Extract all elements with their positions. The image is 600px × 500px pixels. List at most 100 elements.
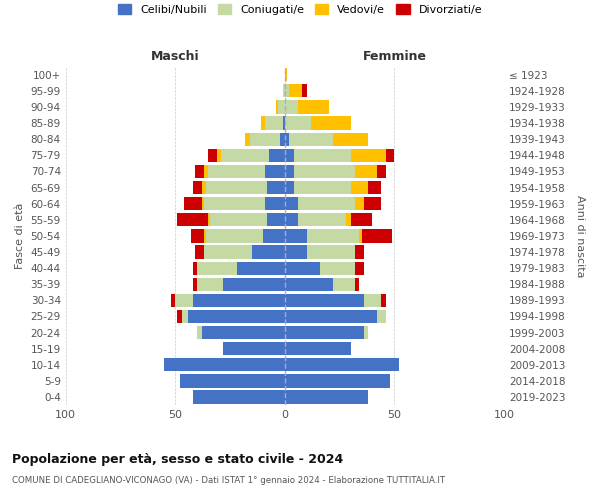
Bar [285,246,307,258]
Bar [223,278,285,291]
Bar [355,165,377,178]
Bar [182,310,188,323]
Bar [285,342,350,355]
Bar [333,132,368,146]
Bar [293,148,350,162]
Bar [359,230,362,242]
Bar [245,132,250,146]
Bar [285,197,298,210]
Bar [285,278,333,291]
Bar [355,278,359,291]
Bar [285,100,298,114]
Bar [175,294,193,307]
Bar [350,148,386,162]
Bar [285,358,399,372]
Bar [377,310,386,323]
Bar [355,246,364,258]
Bar [285,262,320,274]
Bar [265,197,285,210]
Bar [298,213,346,226]
Bar [386,148,394,162]
Bar [178,310,182,323]
Bar [195,165,204,178]
Bar [188,310,285,323]
Bar [381,294,386,307]
Bar [333,278,355,291]
Bar [298,197,355,210]
Text: COMUNE DI CADEGLIANO-VICONAGO (VA) - Dati ISTAT 1° gennaio 2024 - Elaborazione T: COMUNE DI CADEGLIANO-VICONAGO (VA) - Dat… [12,476,445,485]
Bar [285,68,287,82]
Bar [346,213,350,226]
Bar [261,116,265,130]
Y-axis label: Anni di nascita: Anni di nascita [575,194,585,277]
Bar [204,246,252,258]
Bar [250,132,280,146]
Bar [193,262,197,274]
Legend: Celibi/Nubili, Coniugati/e, Vedovi/e, Divorziati/e: Celibi/Nubili, Coniugati/e, Vedovi/e, Di… [115,0,485,18]
Bar [289,84,302,98]
Bar [302,84,307,98]
Bar [202,326,285,339]
Bar [285,181,293,194]
Bar [293,165,355,178]
Bar [191,230,204,242]
Bar [350,213,373,226]
Bar [285,132,289,146]
Bar [223,342,285,355]
Bar [311,116,350,130]
Text: Femmine: Femmine [362,50,427,64]
Bar [204,165,208,178]
Bar [204,230,206,242]
Bar [197,326,202,339]
Bar [364,294,381,307]
Bar [285,390,368,404]
Bar [298,100,329,114]
Bar [193,294,285,307]
Bar [208,213,210,226]
Bar [252,246,285,258]
Bar [320,262,355,274]
Bar [221,148,269,162]
Bar [283,116,285,130]
Bar [265,116,283,130]
Bar [217,148,221,162]
Bar [364,197,381,210]
Bar [193,181,202,194]
Bar [197,262,236,274]
Bar [285,148,293,162]
Bar [208,148,217,162]
Bar [283,84,285,98]
Bar [285,326,364,339]
Bar [178,213,208,226]
Bar [362,230,392,242]
Bar [269,148,285,162]
Bar [206,181,267,194]
Bar [236,262,285,274]
Bar [276,100,278,114]
Bar [285,84,289,98]
Bar [293,181,350,194]
Bar [364,326,368,339]
Bar [355,262,364,274]
Bar [204,197,265,210]
Bar [368,181,381,194]
Bar [197,278,223,291]
Bar [285,165,293,178]
Bar [263,230,285,242]
Bar [355,197,364,210]
Bar [285,374,390,388]
Bar [265,165,285,178]
Bar [179,374,285,388]
Bar [267,213,285,226]
Bar [377,165,386,178]
Bar [285,230,307,242]
Text: Popolazione per età, sesso e stato civile - 2024: Popolazione per età, sesso e stato civil… [12,452,343,466]
Bar [285,213,298,226]
Text: Maschi: Maschi [151,50,200,64]
Bar [195,246,204,258]
Bar [193,278,197,291]
Bar [202,181,206,194]
Bar [202,197,204,210]
Y-axis label: Fasce di età: Fasce di età [15,202,25,269]
Bar [184,197,202,210]
